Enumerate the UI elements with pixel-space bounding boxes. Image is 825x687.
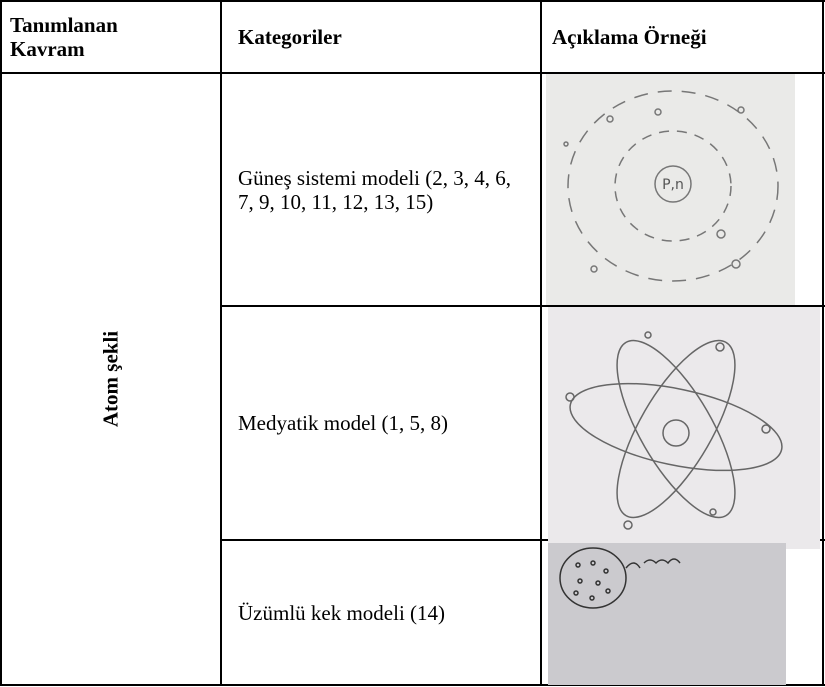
concept-label: Atom şekli [98, 330, 123, 428]
sketch-label: P,n [662, 177, 684, 193]
border [0, 0, 2, 686]
header-cell: Kategoriler [238, 25, 342, 49]
header-cell: Tanımlanan Kavram [10, 13, 118, 61]
border [0, 684, 825, 686]
sketch-image [548, 543, 786, 685]
category-cell: Üzümlü kek modeli (14) [238, 600, 446, 625]
border [822, 0, 824, 686]
header-cell: Açıklama Örneği [552, 25, 707, 49]
sketch-image [548, 307, 820, 549]
border [220, 0, 222, 686]
border [0, 72, 825, 74]
border [540, 0, 542, 686]
border [0, 0, 825, 2]
border [221, 539, 825, 541]
sketch-image: P,n [546, 74, 795, 305]
category-cell: Medyatik model (1, 5, 8) [238, 411, 448, 435]
border [221, 305, 825, 307]
category-cell: Güneş sistemi modeli (2, 3, 4, 6, 7, 9, … [238, 165, 511, 214]
